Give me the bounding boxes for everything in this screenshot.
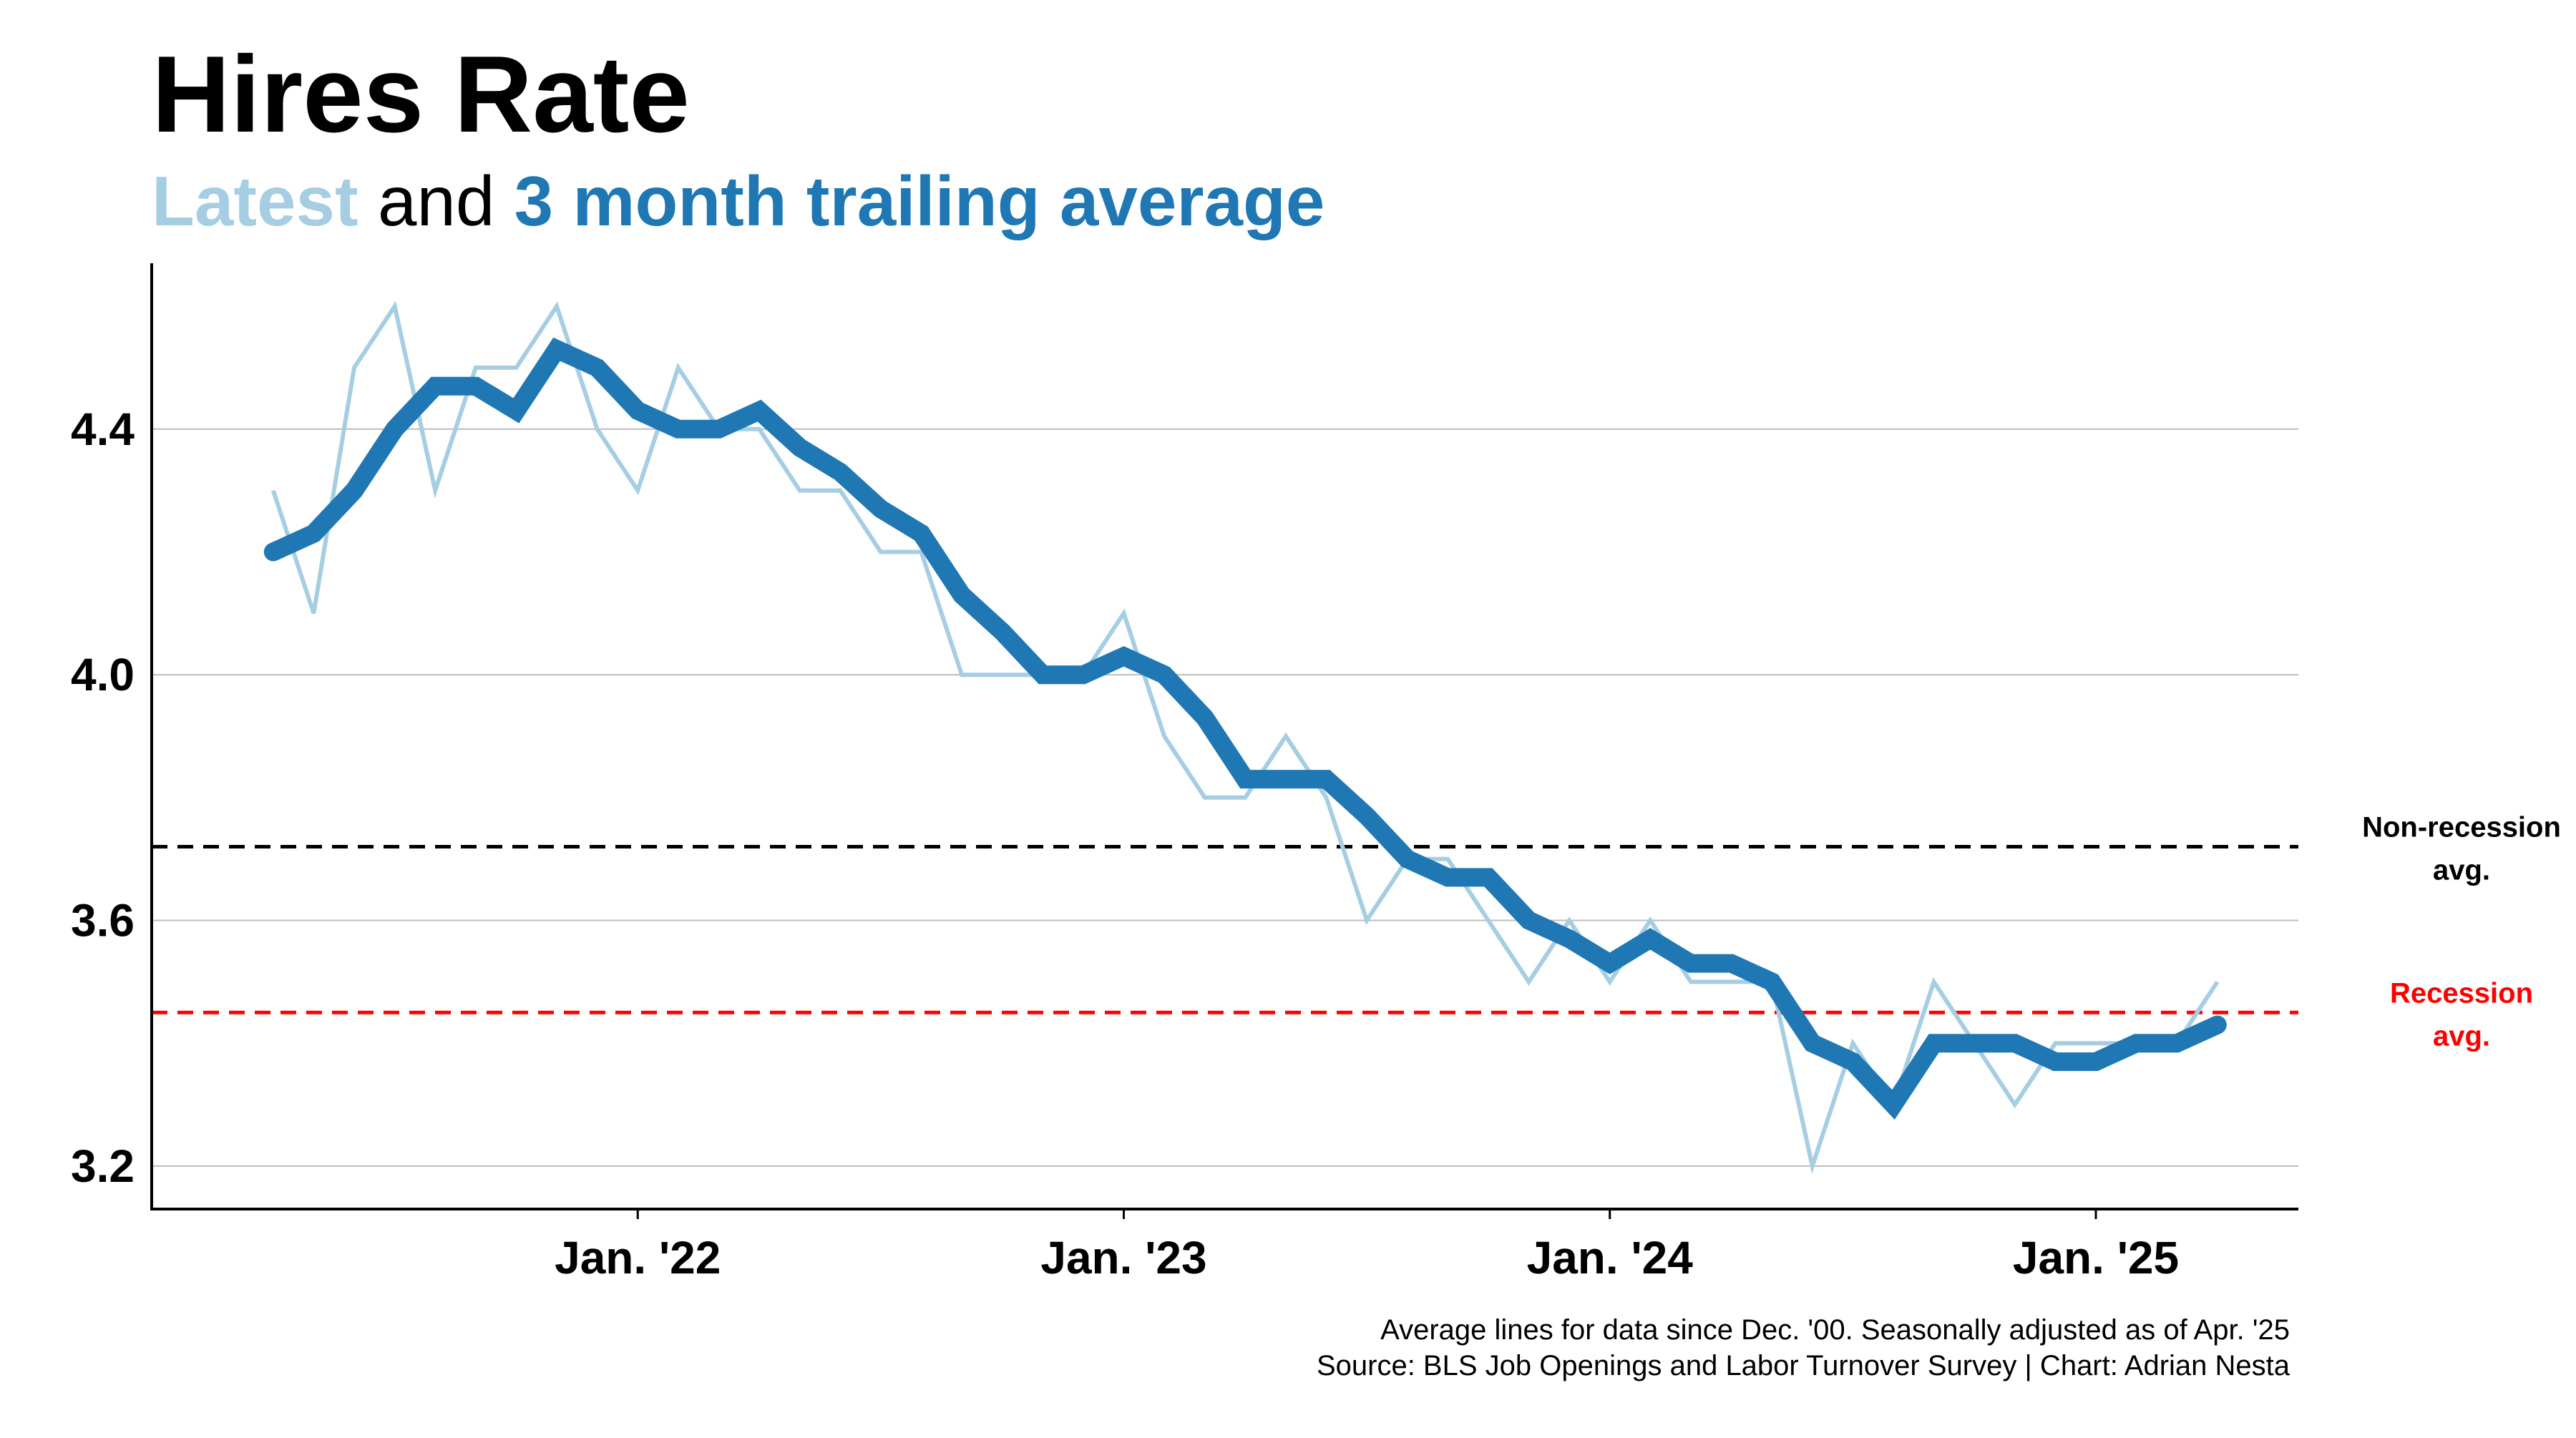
y-tick-label: 4.4 <box>71 403 135 455</box>
axes <box>150 263 2298 1219</box>
caption-source: Source: BLS Job Openings and Labor Turno… <box>1316 1350 2290 1381</box>
x-tick-label: Jan. '23 <box>1040 1232 1206 1283</box>
subtitle-and: and <box>358 162 514 240</box>
reference-label: Non-recession <box>2362 812 2561 843</box>
x-tick-label: Jan. '25 <box>2013 1232 2179 1283</box>
gridlines <box>152 428 2298 1167</box>
chart-caption: Average lines for data since Dec. '00. S… <box>1317 1312 2290 1384</box>
chart-title: Hires Rate <box>152 34 690 155</box>
x-tick-label: Jan. '24 <box>1527 1232 1694 1283</box>
x-tick-label: Jan. '22 <box>555 1232 721 1283</box>
chart-subtitle: Latest and 3 month trailing average <box>152 166 1324 236</box>
series-line-trailing-average <box>263 337 2227 1120</box>
caption-note: Average lines for data since Dec. '00. S… <box>1380 1314 2290 1346</box>
reference-labels: Non-recession avg. Recession avg. <box>2362 812 2561 1052</box>
reference-label: Recession <box>2390 977 2533 1009</box>
reference-label: avg. <box>2433 1020 2490 1052</box>
y-tick-label: 4.0 <box>71 649 135 700</box>
reference-lines <box>152 845 2298 1014</box>
subtitle-trailing-average: 3 month trailing average <box>514 162 1325 240</box>
tick-labels: 3.2 3.6 4.0 4.4 Jan. '22 Jan. '23 Jan. '24 Jan.… <box>71 403 2179 1283</box>
subtitle-latest: Latest <box>152 162 358 240</box>
series-lines <box>263 300 2227 1175</box>
reference-label: avg. <box>2433 855 2490 886</box>
series-line-latest <box>270 300 2220 1175</box>
y-tick-label: 3.2 <box>71 1140 135 1192</box>
y-tick-label: 3.6 <box>71 895 135 947</box>
